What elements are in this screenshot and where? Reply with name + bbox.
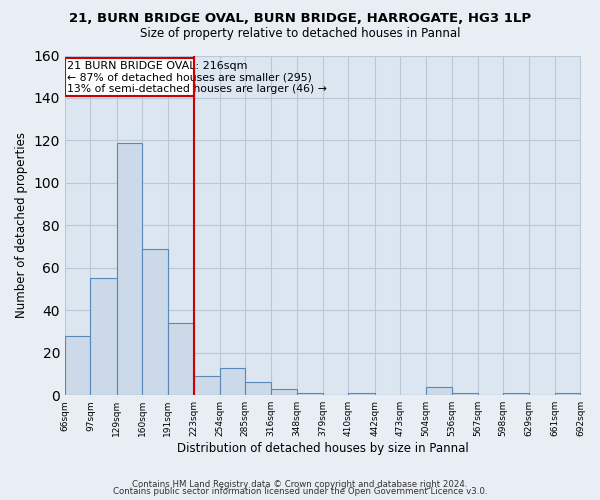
Y-axis label: Number of detached properties: Number of detached properties bbox=[15, 132, 28, 318]
Text: Contains public sector information licensed under the Open Government Licence v3: Contains public sector information licen… bbox=[113, 487, 487, 496]
Bar bbox=[297, 393, 323, 395]
Text: Contains HM Land Registry data © Crown copyright and database right 2024.: Contains HM Land Registry data © Crown c… bbox=[132, 480, 468, 489]
Bar bbox=[194, 376, 220, 395]
Bar bbox=[65, 336, 91, 395]
X-axis label: Distribution of detached houses by size in Pannal: Distribution of detached houses by size … bbox=[177, 442, 469, 455]
Bar bbox=[168, 323, 194, 395]
Bar bbox=[271, 389, 297, 395]
Text: 21, BURN BRIDGE OVAL, BURN BRIDGE, HARROGATE, HG3 1LP: 21, BURN BRIDGE OVAL, BURN BRIDGE, HARRO… bbox=[69, 12, 531, 26]
Bar bbox=[425, 386, 452, 395]
Bar bbox=[555, 393, 580, 395]
Text: Size of property relative to detached houses in Pannal: Size of property relative to detached ho… bbox=[140, 28, 460, 40]
Bar bbox=[142, 248, 168, 395]
Text: 13% of semi-detached houses are larger (46) →: 13% of semi-detached houses are larger (… bbox=[67, 84, 327, 94]
Text: ← 87% of detached houses are smaller (295): ← 87% of detached houses are smaller (29… bbox=[67, 72, 312, 83]
Bar bbox=[348, 393, 374, 395]
Bar bbox=[65, 58, 194, 96]
Bar bbox=[245, 382, 271, 395]
Text: 21 BURN BRIDGE OVAL: 216sqm: 21 BURN BRIDGE OVAL: 216sqm bbox=[67, 61, 248, 71]
Bar bbox=[220, 368, 245, 395]
Bar bbox=[503, 393, 529, 395]
Bar bbox=[117, 142, 142, 395]
Bar bbox=[452, 393, 478, 395]
Bar bbox=[91, 278, 117, 395]
